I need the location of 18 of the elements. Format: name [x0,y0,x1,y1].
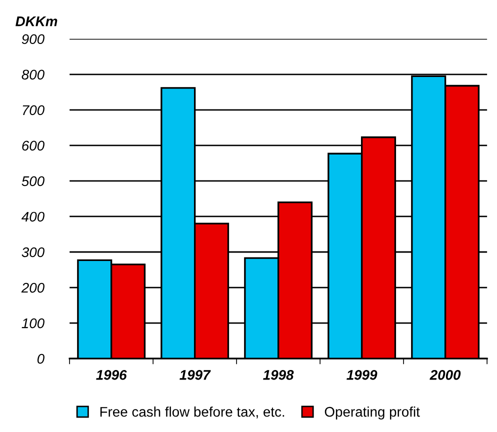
y-tick-label: 800 [22,70,44,80]
y-tick-label: 700 [22,105,44,116]
x-tick-label: 1997 [180,370,211,380]
y-axis-title: DKKm [16,16,58,26]
y-tick-label: 0 [37,354,44,364]
y-tick-label: 500 [22,176,44,186]
y-tick-label: 100 [22,318,44,328]
x-tick-label: 1999 [346,370,378,380]
legend-label: Operating profit [324,406,420,420]
y-tick-label: 900 [22,34,44,44]
y-tick-label: 400 [22,212,44,222]
y-tick-label: 300 [22,247,44,258]
legend-label: Free cash flow before tax, etc. [100,406,284,418]
y-tick-label: 600 [22,140,44,151]
x-tick-label: 2000 [430,370,461,380]
x-tick-label: 1998 [263,370,294,380]
x-tick-label: 1996 [96,370,127,380]
y-tick-label: 200 [21,282,44,293]
